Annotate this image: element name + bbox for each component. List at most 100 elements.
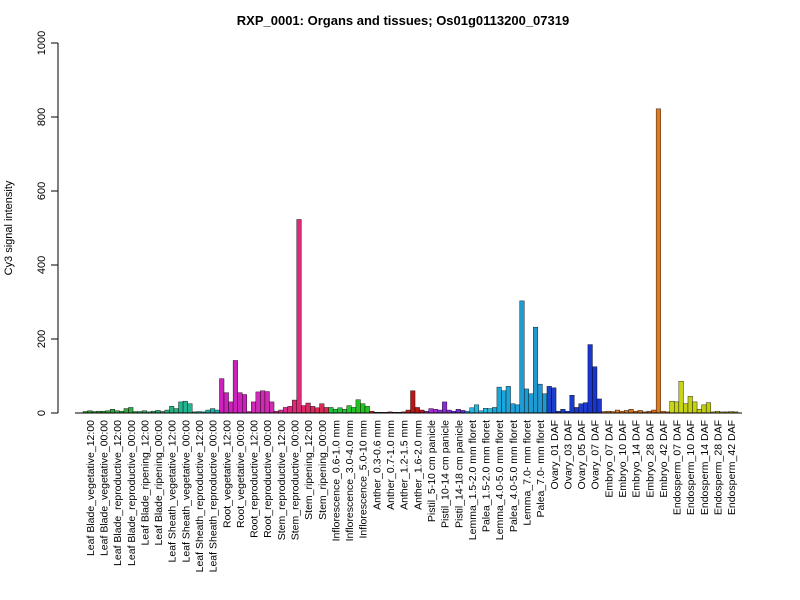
- x-tick-label: Embryo_10 DAF: [617, 420, 629, 498]
- x-tick-label: Ovary_03 DAF: [562, 420, 574, 489]
- x-tick-label: Leaf Blade_ripening_12:00: [139, 420, 151, 546]
- bar: [669, 400, 675, 414]
- x-tick-label: Lemma_4.0-5.0 mm floret: [494, 420, 506, 540]
- x-tick-label: Stem_reproductive_00:00: [290, 420, 302, 540]
- bar: [496, 386, 502, 414]
- bar: [414, 407, 420, 414]
- bar: [596, 398, 602, 414]
- x-tick-label: Palea_7.0- mm floret: [535, 420, 547, 518]
- bar: [210, 408, 216, 414]
- x-tick-label: Endosperm_42 DAF: [726, 420, 738, 515]
- x-tick-label: Pistil_10-14 cm panicle: [440, 420, 452, 528]
- bar: [628, 409, 634, 414]
- x-tick-label: Endosperm_07 DAF: [672, 420, 684, 515]
- bar: [546, 386, 552, 414]
- x-tick-label: Embryo_42 DAF: [658, 420, 670, 498]
- x-tick-label: Embryo_14 DAF: [631, 420, 643, 498]
- x-tick-label: Leaf Blade_reproductive_00:00: [126, 420, 138, 566]
- y-tick-label: 800: [36, 108, 48, 126]
- x-tick-label: Anther_1.6-2.0 mm: [412, 420, 424, 510]
- x-tick-label: Ovary_01 DAF: [549, 420, 561, 489]
- x-tick-label: Root_vegetative_00:00: [235, 420, 247, 528]
- bar: [692, 401, 698, 414]
- y-tick-label: 200: [36, 330, 48, 348]
- bar: [510, 403, 516, 414]
- bar: [241, 394, 247, 414]
- bar: [505, 386, 511, 414]
- bar: [574, 407, 580, 414]
- bar: [346, 405, 352, 414]
- x-tick-label: Pistil_14-18 cm panicle: [453, 420, 465, 528]
- bar: [514, 404, 520, 414]
- bar: [587, 344, 593, 414]
- x-tick-label: Palea_4.0-5.0 mm floret: [508, 420, 520, 532]
- bar: [578, 403, 584, 414]
- bar: [169, 406, 175, 414]
- x-tick-label: Anther_0.3-0.6 mm: [371, 420, 383, 510]
- bar: [178, 401, 184, 414]
- bar: [655, 108, 661, 414]
- bar: [487, 408, 493, 414]
- x-tick-label: Leaf Sheath_vegetative_00:00: [180, 420, 192, 563]
- x-tick-label: Lemma_1.5-2.0 mm floret: [467, 420, 479, 540]
- bar: [187, 403, 193, 414]
- bar: [287, 406, 293, 414]
- bar: [678, 380, 684, 414]
- bar: [364, 406, 370, 414]
- x-tick-label: Palea_1.5-2.0 mm floret: [481, 420, 493, 532]
- bar: [524, 388, 529, 414]
- bar: [296, 219, 302, 414]
- bar: [319, 403, 325, 414]
- bar: [469, 407, 475, 414]
- x-tick-label: Anther_1.2-1.5 mm: [399, 420, 411, 510]
- bar: [305, 402, 311, 414]
- bar: [342, 409, 348, 414]
- x-axis: Leaf Blade_vegetative_12:00 Leaf Blade_ve…: [75, 412, 742, 573]
- bar: [255, 391, 261, 414]
- bar: [473, 404, 479, 414]
- bar: [519, 300, 525, 414]
- x-tick-label: Inflorescence_3.0-4.0 mm: [344, 420, 356, 542]
- x-tick-label: Anther_0.7-1.0 mm: [385, 420, 397, 510]
- bar: [433, 409, 438, 414]
- y-tick-label: 0: [36, 410, 48, 416]
- x-tick-label: Endosperm_10 DAF: [685, 420, 697, 515]
- bar: [323, 407, 329, 414]
- x-tick-label: Stem_ripening_00:00: [317, 420, 329, 520]
- x-tick-label: Lemma_7.0- mm floret: [521, 420, 533, 526]
- bar: [537, 383, 543, 414]
- x-tick-label: Endosperm_28 DAF: [713, 420, 725, 515]
- bar: [314, 407, 320, 414]
- bar: [705, 402, 711, 414]
- bar: [455, 409, 461, 414]
- bar: [355, 399, 361, 414]
- x-tick-label: Embryo_28 DAF: [644, 420, 656, 498]
- bar: [264, 391, 270, 414]
- bar: [251, 401, 257, 414]
- bar: [360, 403, 366, 414]
- bar: [228, 401, 234, 414]
- x-tick-label: Leaf Blade_reproductive_12:00: [112, 420, 124, 566]
- bar: [292, 399, 297, 414]
- bar: [237, 392, 243, 414]
- y-tick-label: 1000: [36, 31, 48, 55]
- bar: [442, 401, 448, 414]
- bar: [492, 407, 498, 414]
- bar: [351, 407, 357, 414]
- x-tick-label: Stem_ripening_12:00: [303, 420, 315, 520]
- bar: [551, 387, 557, 414]
- bar: [533, 326, 539, 414]
- x-tick-label: Endosperm_14 DAF: [699, 420, 711, 515]
- bar: [483, 407, 489, 414]
- bar: [501, 390, 507, 414]
- bars: [82, 108, 739, 414]
- bar: [696, 409, 702, 414]
- y-tick-label: 400: [36, 256, 48, 274]
- bar: [683, 403, 689, 414]
- x-tick-label: Leaf Sheath_reproductive_00:00: [208, 420, 220, 573]
- x-tick-label: Ovary_07 DAF: [590, 420, 602, 489]
- x-tick-label: Root_vegetative_12:00: [221, 420, 233, 528]
- bar: [569, 395, 575, 414]
